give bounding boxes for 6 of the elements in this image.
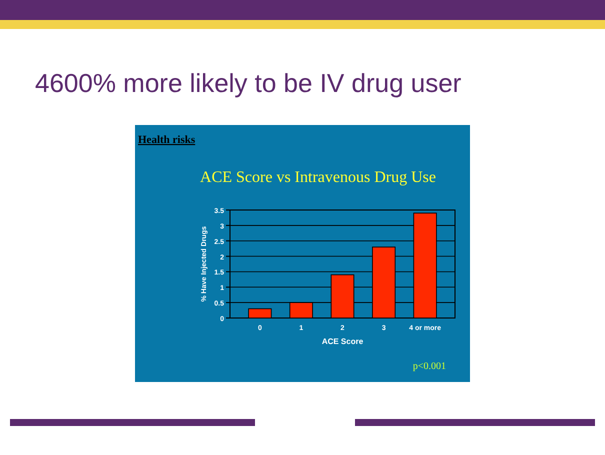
text: p<0.001	[412, 361, 446, 372]
x-axis-title: ACE Score	[322, 337, 364, 346]
chart-title: ACE Score vs Intravenous Drug Use	[200, 169, 436, 186]
bar	[248, 308, 272, 318]
text: Health risks	[138, 134, 196, 146]
text: 4600% more likely to be IV drug user	[35, 68, 462, 98]
